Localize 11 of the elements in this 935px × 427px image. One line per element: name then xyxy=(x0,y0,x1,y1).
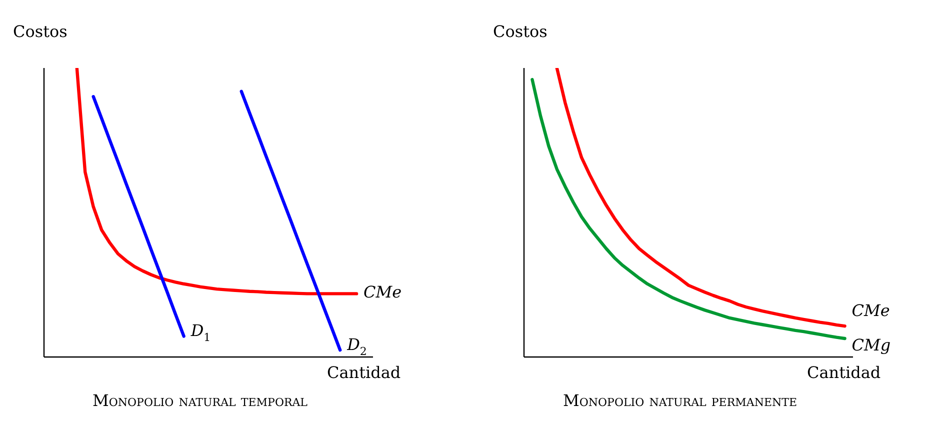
x-axis-title: Cantidad xyxy=(807,363,881,382)
x-axis-title: Cantidad xyxy=(327,363,401,382)
y-axis-title: Costos xyxy=(13,22,68,41)
series-label: D$_{1}$ xyxy=(190,321,211,345)
series-label: CMe xyxy=(852,301,890,320)
series-label: CMe xyxy=(364,282,402,302)
y-axis-title: Costos xyxy=(493,22,548,41)
text: Monopolio natural permanente xyxy=(562,391,798,410)
text: Monopolio natural temporal xyxy=(92,391,308,410)
series-label: CMg xyxy=(852,336,891,355)
series-label: D$_{2}$ xyxy=(346,335,367,358)
